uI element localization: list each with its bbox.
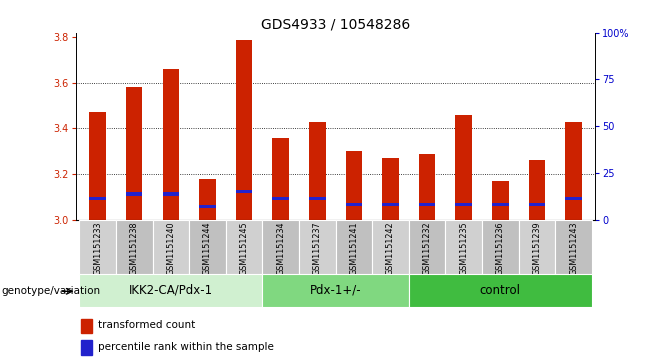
Bar (299, 220, 336, 274)
Bar (345, 203, 362, 207)
Bar (555, 220, 592, 274)
Bar (272, 138, 289, 220)
Text: Pdx-1+/-: Pdx-1+/- (310, 284, 361, 297)
Bar (126, 87, 143, 220)
Text: GSM1151242: GSM1151242 (386, 221, 395, 275)
Bar (189, 220, 226, 274)
Bar (565, 122, 582, 220)
Text: GSM1151244: GSM1151244 (203, 221, 212, 275)
Bar (345, 151, 362, 220)
Text: GSM1151234: GSM1151234 (276, 221, 285, 275)
Bar (236, 40, 252, 220)
Text: GSM1151232: GSM1151232 (422, 221, 432, 275)
Bar (372, 220, 409, 274)
Bar (455, 115, 472, 220)
Bar (80, 220, 116, 274)
Bar (263, 274, 409, 307)
Bar (263, 220, 299, 274)
Bar (528, 160, 545, 220)
Bar (565, 197, 582, 200)
Text: control: control (480, 284, 521, 297)
Bar (89, 113, 106, 220)
Bar (126, 192, 143, 196)
Bar (482, 220, 519, 274)
Bar (309, 122, 326, 220)
Bar (80, 274, 263, 307)
Bar (492, 181, 509, 220)
Bar (455, 203, 472, 207)
Text: GSM1151233: GSM1151233 (93, 221, 102, 275)
Bar (519, 220, 555, 274)
Bar (116, 220, 153, 274)
Text: GSM1151245: GSM1151245 (240, 221, 249, 275)
Bar (409, 220, 445, 274)
Bar (199, 179, 216, 220)
Title: GDS4933 / 10548286: GDS4933 / 10548286 (261, 17, 410, 32)
Text: GSM1151237: GSM1151237 (313, 221, 322, 275)
Text: GSM1151241: GSM1151241 (349, 221, 359, 275)
Bar (226, 220, 263, 274)
Bar (419, 154, 436, 220)
Text: GSM1151238: GSM1151238 (130, 221, 139, 275)
Bar (236, 190, 252, 193)
Bar (153, 220, 189, 274)
Text: IKK2-CA/Pdx-1: IKK2-CA/Pdx-1 (129, 284, 213, 297)
Text: genotype/variation: genotype/variation (1, 286, 101, 297)
Bar (419, 203, 436, 207)
Text: GSM1151235: GSM1151235 (459, 221, 468, 275)
Bar (81, 340, 92, 355)
Text: GSM1151239: GSM1151239 (532, 221, 542, 275)
Bar (163, 192, 179, 196)
Text: GSM1151243: GSM1151243 (569, 221, 578, 275)
Bar (445, 220, 482, 274)
Bar (81, 319, 92, 333)
Bar (163, 69, 179, 220)
Text: percentile rank within the sample: percentile rank within the sample (97, 342, 273, 352)
Text: GSM1151240: GSM1151240 (166, 221, 175, 275)
Bar (492, 203, 509, 207)
Text: transformed count: transformed count (97, 321, 195, 330)
Bar (528, 203, 545, 207)
Bar (309, 197, 326, 200)
Bar (382, 203, 399, 207)
Bar (336, 220, 372, 274)
Bar (272, 197, 289, 200)
Bar (409, 274, 592, 307)
Bar (382, 158, 399, 220)
Bar (89, 197, 106, 200)
Bar (199, 205, 216, 208)
Text: GSM1151236: GSM1151236 (496, 221, 505, 275)
